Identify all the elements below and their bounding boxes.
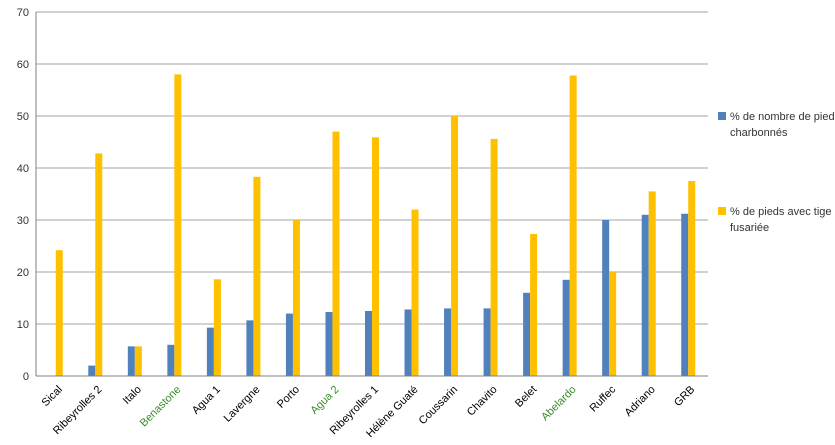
bar-series-1 xyxy=(562,279,570,376)
bar-series-2 xyxy=(688,181,696,376)
y-tick-label: 70 xyxy=(17,7,29,19)
y-tick-label: 50 xyxy=(17,111,29,123)
y-tick-label: 40 xyxy=(17,163,29,175)
x-tick-label: Porto xyxy=(275,384,302,411)
y-tick-label: 20 xyxy=(17,267,29,279)
bar-series-1 xyxy=(641,214,649,376)
x-tick-label: GRB xyxy=(672,384,697,409)
bar-series-2 xyxy=(95,153,103,376)
y-axis-ticks: 0 10 20 30 40 50 60 70 xyxy=(17,7,29,383)
axes xyxy=(35,12,708,377)
x-tick-label: Chavito xyxy=(465,384,500,419)
x-tick-label: Agua 2 xyxy=(308,384,341,417)
x-tick-label: Ruffec xyxy=(587,383,618,414)
bar-series-1 xyxy=(681,213,689,376)
bar-series-1 xyxy=(206,327,214,376)
bar-series-2 xyxy=(451,116,459,376)
x-tick-label: Benastone xyxy=(138,384,184,430)
legend-label: % de nombre de pieds charbonnés xyxy=(730,111,835,139)
bar-series-1 xyxy=(127,346,135,376)
x-tick-label: Adriano xyxy=(623,384,658,419)
bar-series-1 xyxy=(483,308,491,376)
bar-series-2 xyxy=(292,220,300,376)
bar-series-1 xyxy=(88,365,96,376)
x-tick-label: Sical xyxy=(40,384,65,409)
bar-series-1 xyxy=(444,308,452,376)
bar-series-2 xyxy=(134,346,142,376)
bar-series-1 xyxy=(167,344,175,376)
bar-series-2 xyxy=(213,279,221,376)
bar-series-2 xyxy=(55,250,63,376)
bar-series-2 xyxy=(490,138,498,376)
bar-series-1 xyxy=(523,292,531,376)
bar-series-1 xyxy=(365,311,372,376)
bar-series-2 xyxy=(609,272,617,376)
bars xyxy=(55,74,696,377)
legend-swatch xyxy=(718,207,726,215)
bar-series-2 xyxy=(372,137,379,376)
x-tick-label: Agua 1 xyxy=(190,384,223,417)
x-tick-label: Italo xyxy=(121,384,144,407)
bar-series-2 xyxy=(411,209,419,376)
bar-series-1 xyxy=(325,312,333,376)
y-tick-label: 0 xyxy=(23,371,29,383)
bar-series-1 xyxy=(246,320,254,376)
y-tick-label: 30 xyxy=(17,215,29,227)
bar-series-2 xyxy=(648,191,656,376)
legend-label: % de pieds avec tige fusariée xyxy=(730,206,832,234)
bar-series-2 xyxy=(332,131,340,376)
legend-swatch xyxy=(718,112,726,120)
bar-series-1 xyxy=(285,313,293,376)
bar-series-2 xyxy=(569,75,577,376)
legend: % de nombre de pieds charbonnés % de pieds… xyxy=(718,111,835,234)
x-tick-label: Abelardo xyxy=(539,384,579,424)
x-tick-label: Coussarin xyxy=(417,384,461,428)
bar-series-1 xyxy=(404,309,412,376)
y-tick-label: 10 xyxy=(17,319,29,331)
x-tick-label: Lavergne xyxy=(222,384,263,425)
x-tick-label: Belet xyxy=(513,384,539,410)
bar-series-1 xyxy=(602,220,610,376)
bar-series-2 xyxy=(253,176,261,376)
y-tick-label: 60 xyxy=(17,59,29,71)
bar-series-2 xyxy=(174,74,182,377)
bar-series-2 xyxy=(530,234,538,376)
